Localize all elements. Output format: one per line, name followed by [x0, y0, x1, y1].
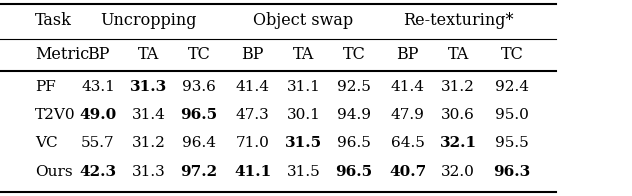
Text: 31.1: 31.1 [286, 80, 320, 94]
Text: TC: TC [343, 46, 365, 63]
Text: Re-texturing*: Re-texturing* [403, 12, 513, 29]
Text: 41.4: 41.4 [391, 80, 425, 94]
Text: 31.5: 31.5 [285, 136, 322, 150]
Text: 40.7: 40.7 [389, 165, 426, 180]
Text: TA: TA [447, 46, 469, 63]
Text: 41.4: 41.4 [236, 80, 270, 94]
Text: Object swap: Object swap [253, 12, 353, 29]
Text: 95.5: 95.5 [495, 136, 529, 150]
Text: 31.4: 31.4 [131, 108, 166, 122]
Text: 32.0: 32.0 [441, 165, 475, 180]
Text: BP: BP [87, 46, 109, 63]
Text: 96.5: 96.5 [336, 165, 372, 180]
Text: 71.0: 71.0 [236, 136, 270, 150]
Text: Uncropping: Uncropping [100, 12, 197, 29]
Text: 92.4: 92.4 [495, 80, 529, 94]
Text: 32.1: 32.1 [440, 136, 477, 150]
Text: TC: TC [188, 46, 210, 63]
Text: 96.3: 96.3 [494, 165, 530, 180]
Text: VC: VC [35, 136, 58, 150]
Text: 43.1: 43.1 [81, 80, 115, 94]
Text: 47.9: 47.9 [391, 108, 425, 122]
Text: 92.5: 92.5 [337, 80, 371, 94]
Text: 96.4: 96.4 [182, 136, 216, 150]
Text: BP: BP [241, 46, 264, 63]
Text: Task: Task [35, 12, 71, 29]
Text: TA: TA [293, 46, 314, 63]
Text: 95.0: 95.0 [495, 108, 529, 122]
Text: TC: TC [501, 46, 523, 63]
Text: 64.5: 64.5 [391, 136, 425, 150]
Text: 31.3: 31.3 [130, 80, 167, 94]
Text: 41.1: 41.1 [234, 165, 271, 180]
Text: 49.0: 49.0 [80, 108, 116, 122]
Text: 93.6: 93.6 [182, 80, 216, 94]
Text: Metric: Metric [35, 46, 89, 63]
Text: 96.5: 96.5 [181, 108, 217, 122]
Text: 31.5: 31.5 [286, 165, 320, 180]
Text: BP: BP [396, 46, 419, 63]
Text: 31.2: 31.2 [441, 80, 475, 94]
Text: 31.3: 31.3 [131, 165, 166, 180]
Text: TA: TA [138, 46, 159, 63]
Text: Ours: Ours [35, 165, 73, 180]
Text: 94.9: 94.9 [337, 108, 371, 122]
Text: 97.2: 97.2 [181, 165, 217, 180]
Text: 42.3: 42.3 [80, 165, 116, 180]
Text: 30.1: 30.1 [286, 108, 320, 122]
Text: 47.3: 47.3 [236, 108, 270, 122]
Text: 96.5: 96.5 [337, 136, 371, 150]
Text: 30.6: 30.6 [441, 108, 475, 122]
Text: 31.2: 31.2 [131, 136, 166, 150]
Text: PF: PF [35, 80, 56, 94]
Text: T2V0: T2V0 [35, 108, 75, 122]
Text: 55.7: 55.7 [81, 136, 115, 150]
